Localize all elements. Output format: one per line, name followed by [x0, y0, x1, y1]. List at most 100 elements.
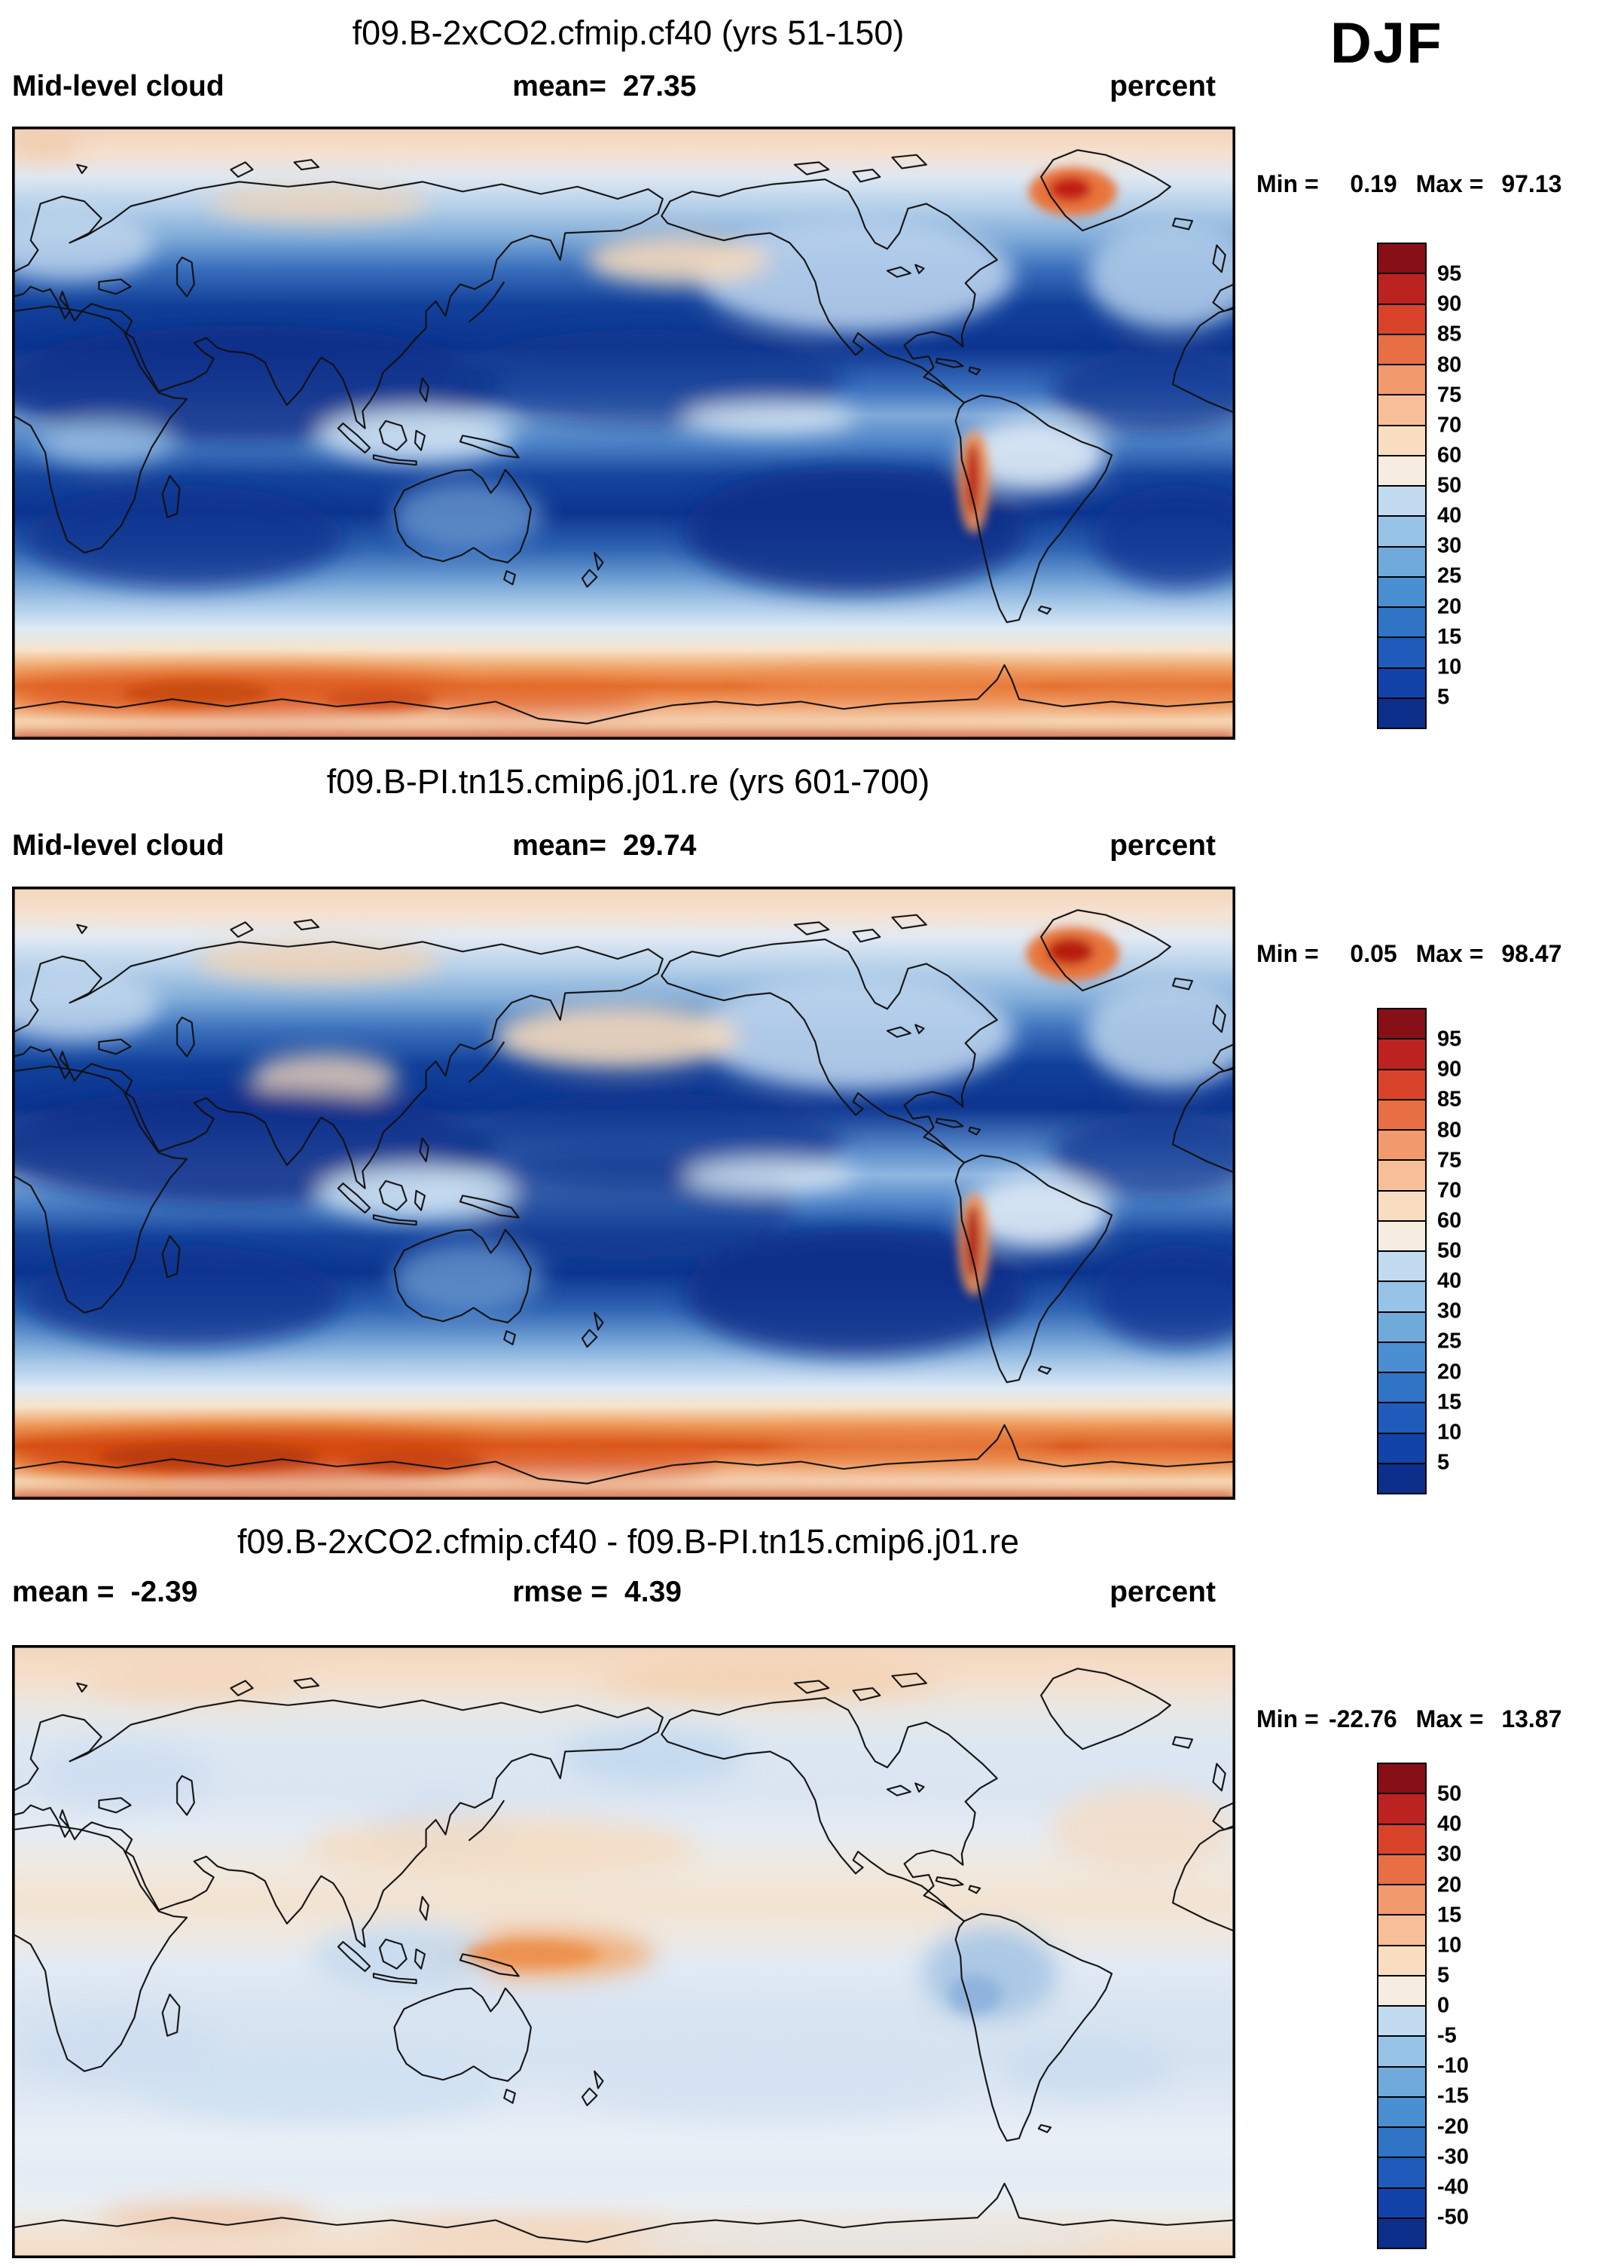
- colorbar-tick-label: 20: [1437, 1360, 1462, 1384]
- colorbar-cell: [1378, 244, 1425, 273]
- colorbar-tick-label: 50: [1437, 1781, 1462, 1806]
- panel3-rmse: rmse = 4.39: [512, 1576, 682, 1608]
- colorbar-cell: [1378, 1311, 1425, 1342]
- colorbar-tick-label: 60: [1437, 1208, 1462, 1233]
- colorbar-tick-label: 5: [1437, 1963, 1450, 1988]
- colorbar-cell: [1378, 1402, 1425, 1433]
- colorbar-tick-label: -15: [1437, 2083, 1469, 2108]
- panel1-stats-row: Mid-level cloud mean= 27.35 percent: [12, 68, 1232, 105]
- colorbar-tick-label: 75: [1437, 383, 1462, 408]
- panel3-title: f09.B-2xCO2.cfmip.cf40 - f09.B-PI.tn15.c…: [237, 1522, 1019, 1561]
- colorbar-cell: [1378, 2065, 1425, 2096]
- colorbar-cell: [1378, 697, 1425, 728]
- colorbar-tick-label: 70: [1437, 1178, 1462, 1203]
- colorbar-tick-label: 85: [1437, 322, 1462, 346]
- colorbar-tick-label: 75: [1437, 1148, 1462, 1173]
- map-panel-3: [12, 1645, 1235, 2258]
- colorbar-tick-label: 10: [1437, 1420, 1462, 1445]
- map-field-2: [14, 888, 1234, 1498]
- colorbar-cell: [1378, 1974, 1425, 2005]
- panel2-units: percent: [1110, 829, 1216, 862]
- colorbar-tick-label: -40: [1437, 2175, 1469, 2199]
- colorbar-tick-label: 50: [1437, 1238, 1462, 1263]
- coastlines-layer: [14, 149, 1234, 725]
- panel2-variable-label: Mid-level cloud: [12, 829, 224, 862]
- panel1-variable-label: Mid-level cloud: [12, 70, 224, 102]
- colorbar-cell: [1378, 454, 1425, 485]
- colorbar-tick-label: 25: [1437, 1329, 1462, 1354]
- colorbar-tick-label: 60: [1437, 443, 1462, 468]
- colorbar-cell: [1378, 545, 1425, 576]
- colorbar-cell: [1378, 1944, 1425, 1975]
- colorbar-tick-label: 50: [1437, 473, 1462, 498]
- colorbar-cell: [1378, 2005, 1425, 2036]
- colorbar-tick-label: -30: [1437, 2144, 1469, 2169]
- colorbar-tick-label: 40: [1437, 1268, 1462, 1293]
- panel1-mean: mean= 27.35: [512, 70, 697, 102]
- colorbar-tick-label: 70: [1437, 413, 1462, 438]
- colorbar-cell: [1378, 1189, 1425, 1220]
- colorbar-tick-label: 30: [1437, 1299, 1462, 1323]
- colorbar-cell: [1378, 1764, 1425, 1793]
- colorbar-cell: [1378, 1884, 1425, 1915]
- panel3-colorbar: 50 40 30 20 15 10 5 0 -5 -10 -15 -20 -30 -40 -50: [1377, 1763, 1469, 2249]
- colorbar-cell: [1378, 1009, 1425, 1039]
- colorbar-tick-label: 85: [1437, 1087, 1462, 1112]
- colorbar-cell: [1378, 1462, 1425, 1493]
- colorbar-tick-label: 30: [1437, 533, 1462, 558]
- colorbar-tick-label: 80: [1437, 1118, 1462, 1142]
- colorbar-cell: [1378, 1914, 1425, 1945]
- map-panel-2: [12, 887, 1235, 1500]
- colorbar-cell: [1378, 333, 1425, 364]
- panel3-stats-row: mean = -2.39 rmse = 4.39 percent: [12, 1574, 1232, 1611]
- colorbar-cell: [1378, 515, 1425, 546]
- colorbar-cell: [1378, 1219, 1425, 1250]
- colorbar-cell: [1378, 1068, 1425, 1099]
- colorbar-tick-label: -10: [1437, 2053, 1469, 2078]
- field-blobs-sharp: [465, 1940, 1003, 2014]
- colorbar-cell: [1378, 424, 1425, 455]
- colorbar-tick-label: 5: [1437, 685, 1450, 710]
- colorbar-tick-label: 10: [1437, 1933, 1462, 1958]
- colorbar-cell: [1378, 2157, 1425, 2187]
- colorbar-cell: [1378, 485, 1425, 516]
- colorbar-cell: [1378, 303, 1425, 334]
- colorbar-tick-label: 30: [1437, 1842, 1462, 1867]
- colorbar-cell: [1378, 273, 1425, 304]
- colorbar-cell: [1378, 1793, 1425, 1824]
- panel3-mean: mean = -2.39: [12, 1576, 198, 1608]
- panel3-minmax: Min = -22.76 Max = 13.87: [1256, 1705, 1562, 1732]
- field-blobs-sharp: [14, 926, 1234, 1498]
- colorbar-cell: [1378, 1853, 1425, 1884]
- colorbar-cell: [1378, 1823, 1425, 1854]
- colorbar-tick-label: 25: [1437, 563, 1462, 588]
- colorbar-cell: [1378, 1159, 1425, 1190]
- colorbar-cell: [1378, 1038, 1425, 1069]
- panel1-colorbar: 95 90 85 80 75 70 60 50 40 30 25 20 15 10 5: [1377, 243, 1461, 729]
- colorbar-cell: [1378, 1250, 1425, 1281]
- colorbar-cell: [1378, 575, 1425, 606]
- colorbar-cell: [1378, 394, 1425, 425]
- season-label: DJF: [1330, 11, 1443, 75]
- colorbar-cell: [1378, 1341, 1425, 1372]
- colorbar-tick-label: 20: [1437, 1873, 1462, 1897]
- panel2-minmax: Min = 0.05 Max = 98.47: [1256, 940, 1562, 967]
- colorbar-cell: [1378, 2217, 1425, 2248]
- map-field-1: [14, 128, 1234, 738]
- colorbar-tick-label: 90: [1437, 1057, 1462, 1082]
- colorbar-tick-label: 15: [1437, 1390, 1462, 1415]
- colorbar-cell: [1378, 1432, 1425, 1463]
- field-blobs-soft: [14, 939, 1234, 1497]
- panel2-title: f09.B-PI.tn15.cmip6.j01.re (yrs 601-700): [326, 762, 930, 801]
- coastlines-layer: [14, 1668, 1234, 2243]
- colorbar-tick-label: 0: [1437, 1993, 1450, 2018]
- colorbar-cell: [1378, 1281, 1425, 1311]
- colorbar-tick-label: 5: [1437, 1450, 1450, 1475]
- colorbar-cell: [1378, 2096, 1425, 2126]
- colorbar-tick-label: 40: [1437, 1812, 1462, 1836]
- colorbar-cell: [1378, 636, 1425, 667]
- panel2-stats-row: Mid-level cloud mean= 29.74 percent: [12, 827, 1232, 865]
- colorbar-tick-label: -20: [1437, 2114, 1469, 2138]
- field-blobs-soft: [26, 1661, 1234, 2254]
- colorbar-tick-label: 80: [1437, 353, 1462, 377]
